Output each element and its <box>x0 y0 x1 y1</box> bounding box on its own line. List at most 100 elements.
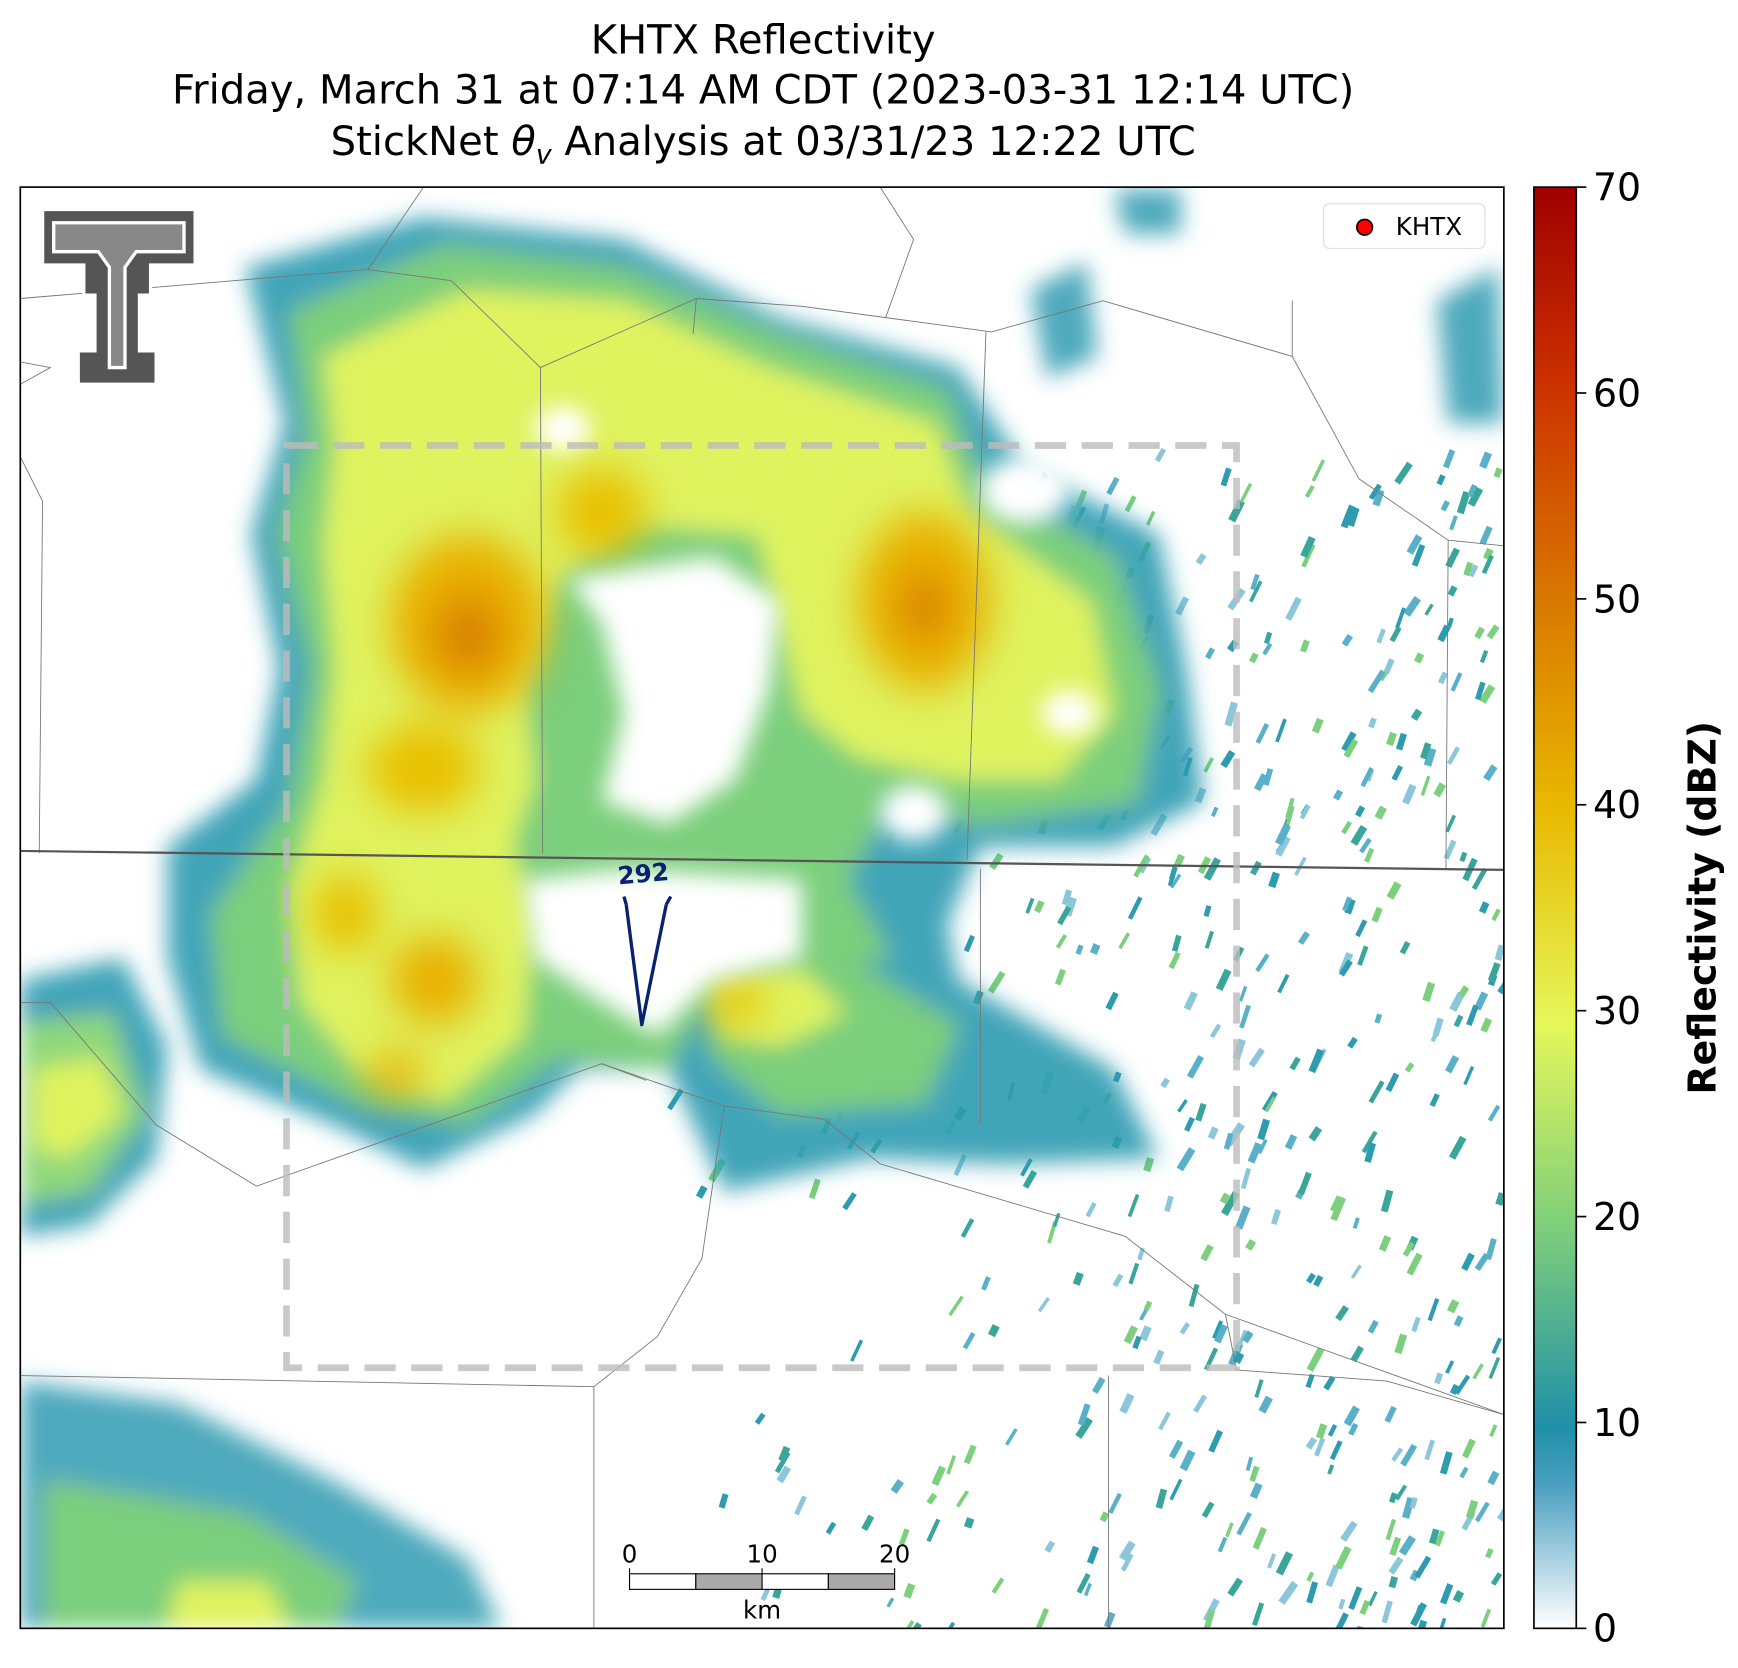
colorbar-label: Reflectivity (dBZ) <box>1680 721 1724 1095</box>
speckle <box>1368 1080 1385 1104</box>
speckle <box>1118 1540 1136 1561</box>
speckle <box>1474 991 1489 1011</box>
speckle <box>1005 1428 1018 1446</box>
scale-segment <box>628 1573 697 1590</box>
speckle <box>1183 991 1198 1011</box>
speckle <box>1263 631 1273 645</box>
speckle <box>1485 1548 1494 1559</box>
speckle <box>1414 652 1425 664</box>
speckle <box>1402 1241 1415 1257</box>
speckle <box>1217 1536 1228 1553</box>
speckle <box>987 1324 1000 1338</box>
speckle <box>1494 944 1504 961</box>
speckle <box>1103 1611 1116 1629</box>
speckle <box>1289 1056 1301 1071</box>
analysis-domain <box>283 442 1240 1372</box>
speckle <box>1364 1142 1376 1163</box>
analysis-symbol: θ <box>511 119 536 165</box>
speckle <box>1300 639 1310 653</box>
speckle <box>926 1492 938 1505</box>
speckle <box>1143 1157 1155 1173</box>
speckle <box>963 934 975 953</box>
speckle <box>1203 857 1221 881</box>
speckle <box>1308 1126 1323 1142</box>
speckle <box>1210 806 1219 818</box>
speckle <box>1250 573 1260 591</box>
colorbar <box>1533 186 1578 1630</box>
speckle <box>1389 626 1402 643</box>
speckle <box>1445 814 1456 833</box>
analysis-title: StickNet θv Analysis at 03/31/23 12:22 U… <box>331 119 1196 171</box>
speckle <box>1099 1511 1110 1523</box>
speckle <box>1275 718 1287 743</box>
speckle <box>1203 1609 1216 1629</box>
speckle <box>1139 1325 1152 1342</box>
speckle <box>1338 1598 1346 1610</box>
speckle <box>1433 782 1447 798</box>
speckle <box>1275 1551 1293 1576</box>
speckle <box>1403 595 1422 617</box>
speckle <box>1313 1274 1324 1287</box>
speckle <box>1089 943 1101 955</box>
speckle <box>1487 1470 1500 1486</box>
speckle <box>1061 889 1073 906</box>
speckle <box>1384 1405 1397 1423</box>
speckle <box>1367 1319 1379 1334</box>
speckle <box>1270 1209 1281 1226</box>
speckle <box>1391 764 1404 781</box>
speckle <box>1195 553 1207 566</box>
speckle <box>1305 1437 1318 1450</box>
speckle <box>1247 1142 1263 1164</box>
speckle <box>1395 607 1406 629</box>
speckle <box>1411 1316 1421 1333</box>
speckle <box>1467 486 1484 507</box>
speckle <box>991 1577 1005 1594</box>
speckle <box>842 1192 857 1211</box>
speckle <box>1075 1417 1093 1439</box>
speckle <box>1251 1602 1265 1626</box>
speckle <box>1343 1405 1360 1427</box>
contour-label: 292 <box>617 857 670 890</box>
speckle <box>960 1218 975 1238</box>
speckle <box>1389 1536 1402 1556</box>
speckle <box>1487 962 1501 982</box>
theta-contour-ends <box>622 895 673 906</box>
speckle <box>1449 991 1465 1012</box>
speckle <box>1235 1205 1251 1230</box>
speckle <box>1448 1135 1467 1160</box>
speckle <box>1075 944 1084 955</box>
speckle <box>931 1465 946 1486</box>
speckle <box>1340 504 1356 529</box>
speckle <box>1344 898 1356 915</box>
speckle <box>1439 1451 1453 1475</box>
speckle <box>1354 805 1366 818</box>
speckle <box>1245 1456 1254 1472</box>
speckle <box>1241 1330 1254 1344</box>
speckle <box>1465 1499 1479 1519</box>
speckle <box>926 1518 941 1543</box>
speckle <box>1479 684 1496 704</box>
speckle <box>1341 820 1353 835</box>
speckle <box>1154 447 1167 463</box>
speckle <box>1374 805 1387 820</box>
speckle <box>1479 650 1489 664</box>
speckle <box>1300 536 1316 559</box>
speckle <box>1414 1555 1432 1579</box>
speckle <box>1179 1449 1196 1472</box>
legend: KHTX <box>1322 203 1486 249</box>
county-lines <box>20 187 1504 1629</box>
speckle <box>1440 500 1450 512</box>
speckle <box>1139 1308 1149 1321</box>
speckle <box>1285 797 1295 819</box>
speckle <box>1335 1546 1352 1570</box>
speckle <box>1275 823 1291 846</box>
speckle <box>1022 1170 1038 1189</box>
speckle <box>1347 1036 1358 1049</box>
speckle <box>1177 1099 1188 1113</box>
speckle <box>1164 1195 1174 1213</box>
speckle <box>1153 1349 1165 1365</box>
speckle <box>1430 1031 1439 1043</box>
speckle <box>1443 839 1457 860</box>
speckle <box>1232 1351 1245 1364</box>
texas-tech-logo <box>40 207 197 386</box>
